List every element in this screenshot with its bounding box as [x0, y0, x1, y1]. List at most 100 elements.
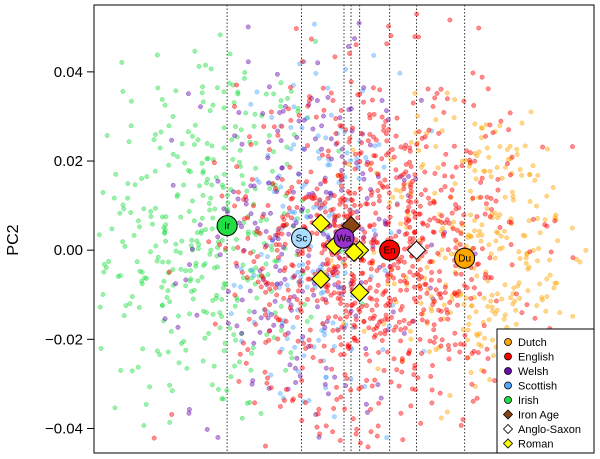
data-point: [367, 285, 373, 291]
data-point: [320, 289, 326, 295]
data-point: [278, 98, 284, 104]
data-point: [275, 336, 281, 342]
data-point: [106, 259, 112, 264]
data-point: [396, 383, 402, 389]
data-point: [493, 198, 499, 204]
data-point: [286, 205, 292, 211]
data-point: [417, 203, 423, 209]
data-point: [271, 91, 277, 97]
data-point: [288, 350, 294, 356]
data-point: [523, 255, 529, 261]
data-point: [189, 237, 195, 243]
data-point: [287, 209, 293, 214]
data-point: [238, 284, 243, 290]
data-point: [402, 146, 408, 151]
data-point: [187, 262, 192, 268]
data-point: [232, 303, 238, 309]
data-point: [349, 303, 355, 309]
data-point: [405, 198, 411, 204]
data-point: [390, 194, 396, 200]
data-point: [427, 259, 433, 265]
data-point: [381, 123, 387, 129]
data-point: [528, 109, 534, 115]
data-point: [274, 71, 280, 77]
data-point: [411, 209, 416, 215]
y-tick-label: −0.02: [45, 331, 83, 348]
data-point: [173, 88, 179, 94]
data-point: [422, 134, 428, 140]
data-point: [233, 124, 238, 130]
data-point: [371, 227, 377, 233]
data-point: [263, 229, 269, 234]
data-point: [490, 130, 496, 136]
legend-label: Iron Age: [518, 410, 559, 422]
data-point: [379, 156, 385, 162]
data-point: [189, 246, 195, 252]
data-point: [319, 202, 325, 208]
data-point: [235, 89, 241, 95]
data-point: [483, 201, 489, 207]
data-point: [437, 269, 443, 275]
data-point: [398, 307, 404, 313]
data-point: [514, 151, 520, 157]
data-point: [408, 164, 414, 169]
data-point: [482, 335, 487, 341]
data-point: [440, 225, 446, 231]
data-point: [430, 363, 435, 368]
data-point: [257, 231, 263, 236]
data-point: [312, 21, 317, 27]
data-point: [569, 225, 575, 231]
data-point: [287, 164, 293, 170]
data-point: [459, 158, 465, 164]
data-point: [283, 193, 289, 199]
data-point: [425, 223, 431, 228]
data-point: [349, 278, 355, 284]
data-point: [131, 232, 137, 238]
data-point: [322, 178, 327, 184]
data-point: [429, 400, 435, 406]
data-point: [388, 230, 394, 236]
data-point: [423, 281, 429, 287]
data-point: [290, 324, 296, 330]
data-point: [332, 374, 338, 380]
data-point: [416, 211, 422, 217]
data-point: [524, 250, 530, 256]
data-point: [263, 443, 268, 449]
data-point: [139, 281, 145, 287]
data-point: [211, 160, 217, 166]
data-point: [191, 142, 197, 148]
data-point: [473, 309, 479, 315]
data-point: [399, 194, 405, 200]
data-point: [293, 380, 299, 385]
data-point: [315, 411, 321, 417]
data-point: [232, 292, 238, 298]
data-point: [268, 243, 274, 249]
data-point: [418, 97, 424, 103]
data-point: [252, 220, 258, 226]
data-point: [281, 295, 287, 301]
data-point: [275, 175, 281, 181]
data-point: [386, 126, 392, 132]
data-point: [153, 132, 158, 137]
data-point: [371, 153, 377, 159]
data-point: [128, 210, 134, 216]
data-point: [330, 272, 336, 278]
data-point: [490, 337, 495, 343]
data-point: [327, 162, 333, 168]
data-point: [418, 164, 424, 170]
data-point: [303, 194, 309, 200]
data-point: [391, 154, 397, 160]
data-point: [285, 95, 290, 101]
data-point: [474, 331, 480, 337]
data-point: [373, 153, 378, 159]
data-point: [533, 203, 539, 209]
data-point: [209, 226, 215, 232]
data-point: [200, 170, 206, 176]
data-point: [399, 304, 405, 309]
data-point: [294, 314, 300, 320]
data-point: [187, 268, 193, 274]
data-point: [416, 148, 422, 153]
data-point: [487, 168, 493, 174]
data-point: [122, 243, 128, 249]
data-point: [427, 200, 433, 206]
